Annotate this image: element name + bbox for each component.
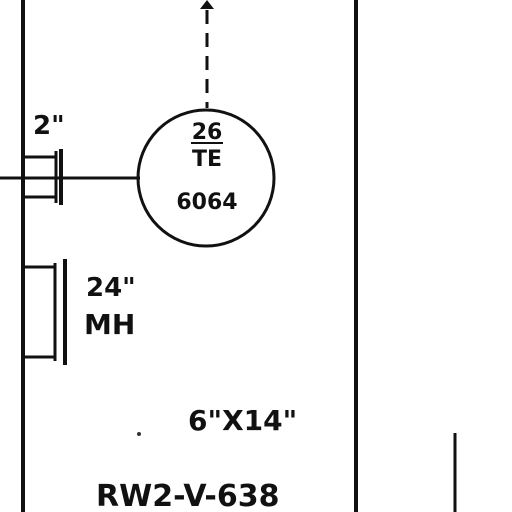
manhole-size-label: 24" (86, 273, 136, 303)
duct-size-label: 6"X14" (188, 404, 297, 437)
tag-number: 6064 (176, 190, 237, 215)
loop-number: 26 (192, 120, 223, 145)
line-id-label: RW2-V-638 (96, 479, 279, 512)
manhole-symbol (24, 259, 67, 365)
manhole-label: MH (84, 308, 135, 341)
stray-dot (137, 432, 141, 436)
branch-nozzle-symbol (24, 149, 63, 205)
branch-size-label: 2" (33, 111, 65, 141)
function-code: TE (192, 147, 222, 172)
instrument-bubble (136, 108, 276, 248)
arrow-up-icon (200, 0, 214, 9)
